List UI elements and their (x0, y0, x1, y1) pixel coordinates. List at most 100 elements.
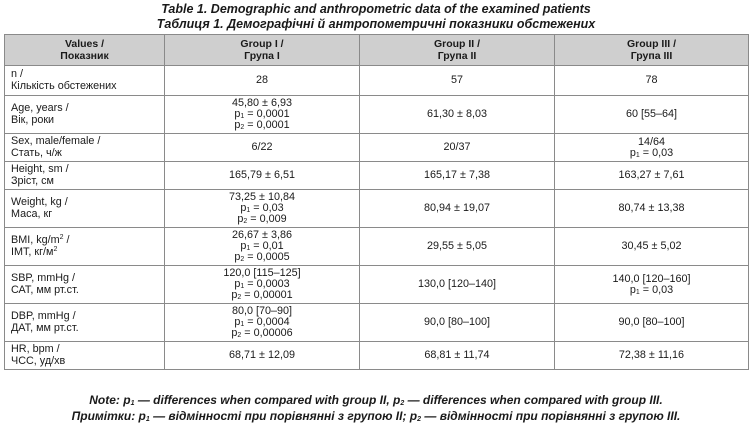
table-caption-uk: Таблиця 1. Демографічні й антропометричн… (156, 17, 596, 31)
cell-line: 90,0 [80–100] (618, 316, 685, 328)
header-group-3: Group III / Група III (554, 34, 749, 66)
cell-group-3: 90,0 [80–100] (554, 303, 749, 342)
cell-group-3: 78 (554, 65, 749, 96)
cell-line: 6/22 (251, 141, 273, 153)
cell-line: 60 [55–64] (625, 108, 678, 120)
cell-line: 57 (450, 74, 463, 86)
row-label: DBP, mmHg / ДАТ, мм рт.ст. (4, 303, 165, 342)
cell-group-2: 90,0 [80–100] (359, 303, 555, 342)
table-row: Height, sm / Зріст, см 165,79 ± 6,51 165,… (4, 161, 749, 190)
patients-table: Values / Показник Group I / Група I Group … (4, 34, 749, 370)
cell-line: 165,79 ± 6,51 (229, 169, 295, 181)
cell-line: BMI, kg/m2 / (11, 234, 70, 246)
cell-line: DBP, mmHg / (11, 310, 76, 322)
cell-group-1: 165,79 ± 6,51 (164, 161, 360, 190)
cell-line: 14/64 (637, 135, 666, 148)
cell-line: 120,0 [115–125] (223, 267, 301, 279)
cell-line: Зріст, см (11, 174, 54, 187)
cell-line: Group II / (433, 38, 481, 50)
cell-line: Height, sm / (11, 163, 69, 175)
cell-line: 28 (255, 74, 268, 86)
table-note-en: Note: p1 — differences when compared wit… (89, 393, 663, 407)
cell-line: 140,0 [120–160] (612, 272, 691, 285)
cell-line: n / (11, 68, 24, 80)
header-group-1: Group I / Група I (164, 34, 360, 66)
table-note-uk: Примітки: p1 — відмінності при порівнянн… (71, 409, 681, 423)
cell-line: 80,94 ± 19,07 (424, 202, 490, 214)
row-label: Age, years / Вік, роки (4, 95, 165, 134)
cell-line: 165,17 ± 7,38 (424, 169, 490, 181)
cell-line: p2 = 0,0001 (234, 119, 290, 132)
cell-line: Sex, male/female / (11, 135, 101, 147)
table-row: DBP, mmHg / ДАТ, мм рт.ст. 80,0 [70–90] p1… (4, 303, 749, 342)
cell-group-2: 57 (359, 65, 555, 96)
cell-line: Маса, кг (11, 207, 53, 220)
cell-line: 73,25 ± 10,84 (229, 191, 295, 203)
cell-line: 68,81 ± 11,74 (424, 349, 490, 361)
cell-line: 61,30 ± 8,03 (427, 108, 487, 120)
table-row: SBP, mmHg / САТ, мм рт.ст. 120,0 [115–125… (4, 265, 749, 304)
cell-line: Weight, kg / (11, 196, 68, 208)
cell-line: Стать, ч/ж (11, 146, 62, 159)
cell-group-3: 60 [55–64] (554, 95, 749, 134)
cell-line: p1 = 0,01 (240, 240, 284, 253)
cell-line: p2 = 0,0005 (234, 251, 290, 264)
cell-line: САТ, мм рт.ст. (11, 283, 79, 296)
cell-line: p1 = 0,0004 (234, 316, 290, 329)
cell-group-2: 130,0 [120–140] (359, 265, 555, 304)
cell-group-3: 80,74 ± 13,38 (554, 189, 749, 228)
cell-line: ІМТ, кг/м2 (11, 245, 58, 258)
cell-group-3: 14/64 p1 = 0,03 (554, 133, 749, 162)
row-label: Weight, kg / Маса, кг (4, 189, 165, 228)
row-label: n / Кількість обстежених (4, 65, 165, 96)
cell-line: 130,0 [120–140] (417, 278, 497, 290)
cell-line: p2 = 0,00001 (231, 289, 293, 302)
cell-group-3: 140,0 [120–160] p1 = 0,03 (554, 265, 749, 304)
cell-line: 80,74 ± 13,38 (618, 202, 685, 214)
cell-group-3: 72,38 ± 11,16 (554, 341, 749, 370)
cell-group-1: 68,71 ± 12,09 (164, 341, 360, 370)
cell-group-1: 6/22 (164, 133, 360, 162)
cell-group-3: 30,45 ± 5,02 (554, 227, 749, 266)
cell-group-1: 28 (164, 65, 360, 96)
header-values: Values / Показник (4, 34, 165, 66)
row-label: HR, bpm / ЧСС, уд/хв (4, 341, 165, 370)
cell-group-3: 163,27 ± 7,61 (554, 161, 749, 190)
table-row: BMI, kg/m2 /ІМТ, кг/м2 26,67 ± 3,86 p1 = … (4, 227, 749, 266)
cell-line: 45,80 ± 6,93 (232, 97, 292, 109)
cell-line: p1 = 0,0001 (234, 108, 290, 121)
cell-line: p1 = 0,03 (240, 202, 284, 215)
table-caption-en: Table 1. Demographic and anthropometric … (161, 2, 591, 16)
row-label: SBP, mmHg / САТ, мм рт.ст. (4, 265, 165, 304)
cell-line: 20/37 (443, 141, 471, 153)
cell-group-1: 26,67 ± 3,86 p1 = 0,01 p2 = 0,0005 (164, 227, 360, 266)
cell-line: 68,71 ± 12,09 (229, 349, 295, 361)
cell-group-1: 45,80 ± 6,93 p1 = 0,0001 p2 = 0,0001 (164, 95, 360, 134)
row-label: BMI, kg/m2 /ІМТ, кг/м2 (4, 227, 165, 266)
cell-line: Group III / (627, 38, 676, 50)
cell-line: Вік, роки (11, 113, 55, 126)
cell-line: 72,38 ± 11,16 (618, 349, 685, 361)
cell-line: 163,27 ± 7,61 (618, 169, 685, 181)
cell-line: p1 = 0,03 (629, 283, 674, 296)
table-row: HR, bpm / ЧСС, уд/хв 68,71 ± 12,09 68,81 … (4, 341, 749, 370)
cell-line: p1 = 0,0003 (234, 278, 290, 291)
cell-line: Показник (60, 50, 109, 62)
header-row: Values / Показник Group I / Група I Group … (4, 34, 749, 66)
cell-line: Група III (630, 50, 673, 62)
table-row: Age, years / Вік, роки 45,80 ± 6,93 p1 = 0… (4, 95, 749, 134)
cell-group-2: 20/37 (359, 133, 555, 162)
cell-line: Кількість обстежених (11, 79, 117, 92)
cell-line: ДАТ, мм рт.ст. (11, 321, 79, 334)
cell-line: p2 = 0,009 (237, 213, 287, 226)
cell-line: 80,0 [70–90] (231, 305, 293, 317)
cell-group-2: 61,30 ± 8,03 (359, 95, 555, 134)
row-label: Height, sm / Зріст, см (4, 161, 165, 190)
cell-group-1: 73,25 ± 10,84 p1 = 0,03 p2 = 0,009 (164, 189, 360, 228)
cell-group-2: 68,81 ± 11,74 (359, 341, 555, 370)
cell-line: Group I / (240, 38, 284, 50)
table-row: Weight, kg / Маса, кг 73,25 ± 10,84 p1 = 0… (4, 189, 749, 228)
cell-line: p1 = 0,03 (629, 146, 674, 159)
table-row: Sex, male/female / Стать, ч/ж 6/22 20/37 … (4, 133, 749, 162)
